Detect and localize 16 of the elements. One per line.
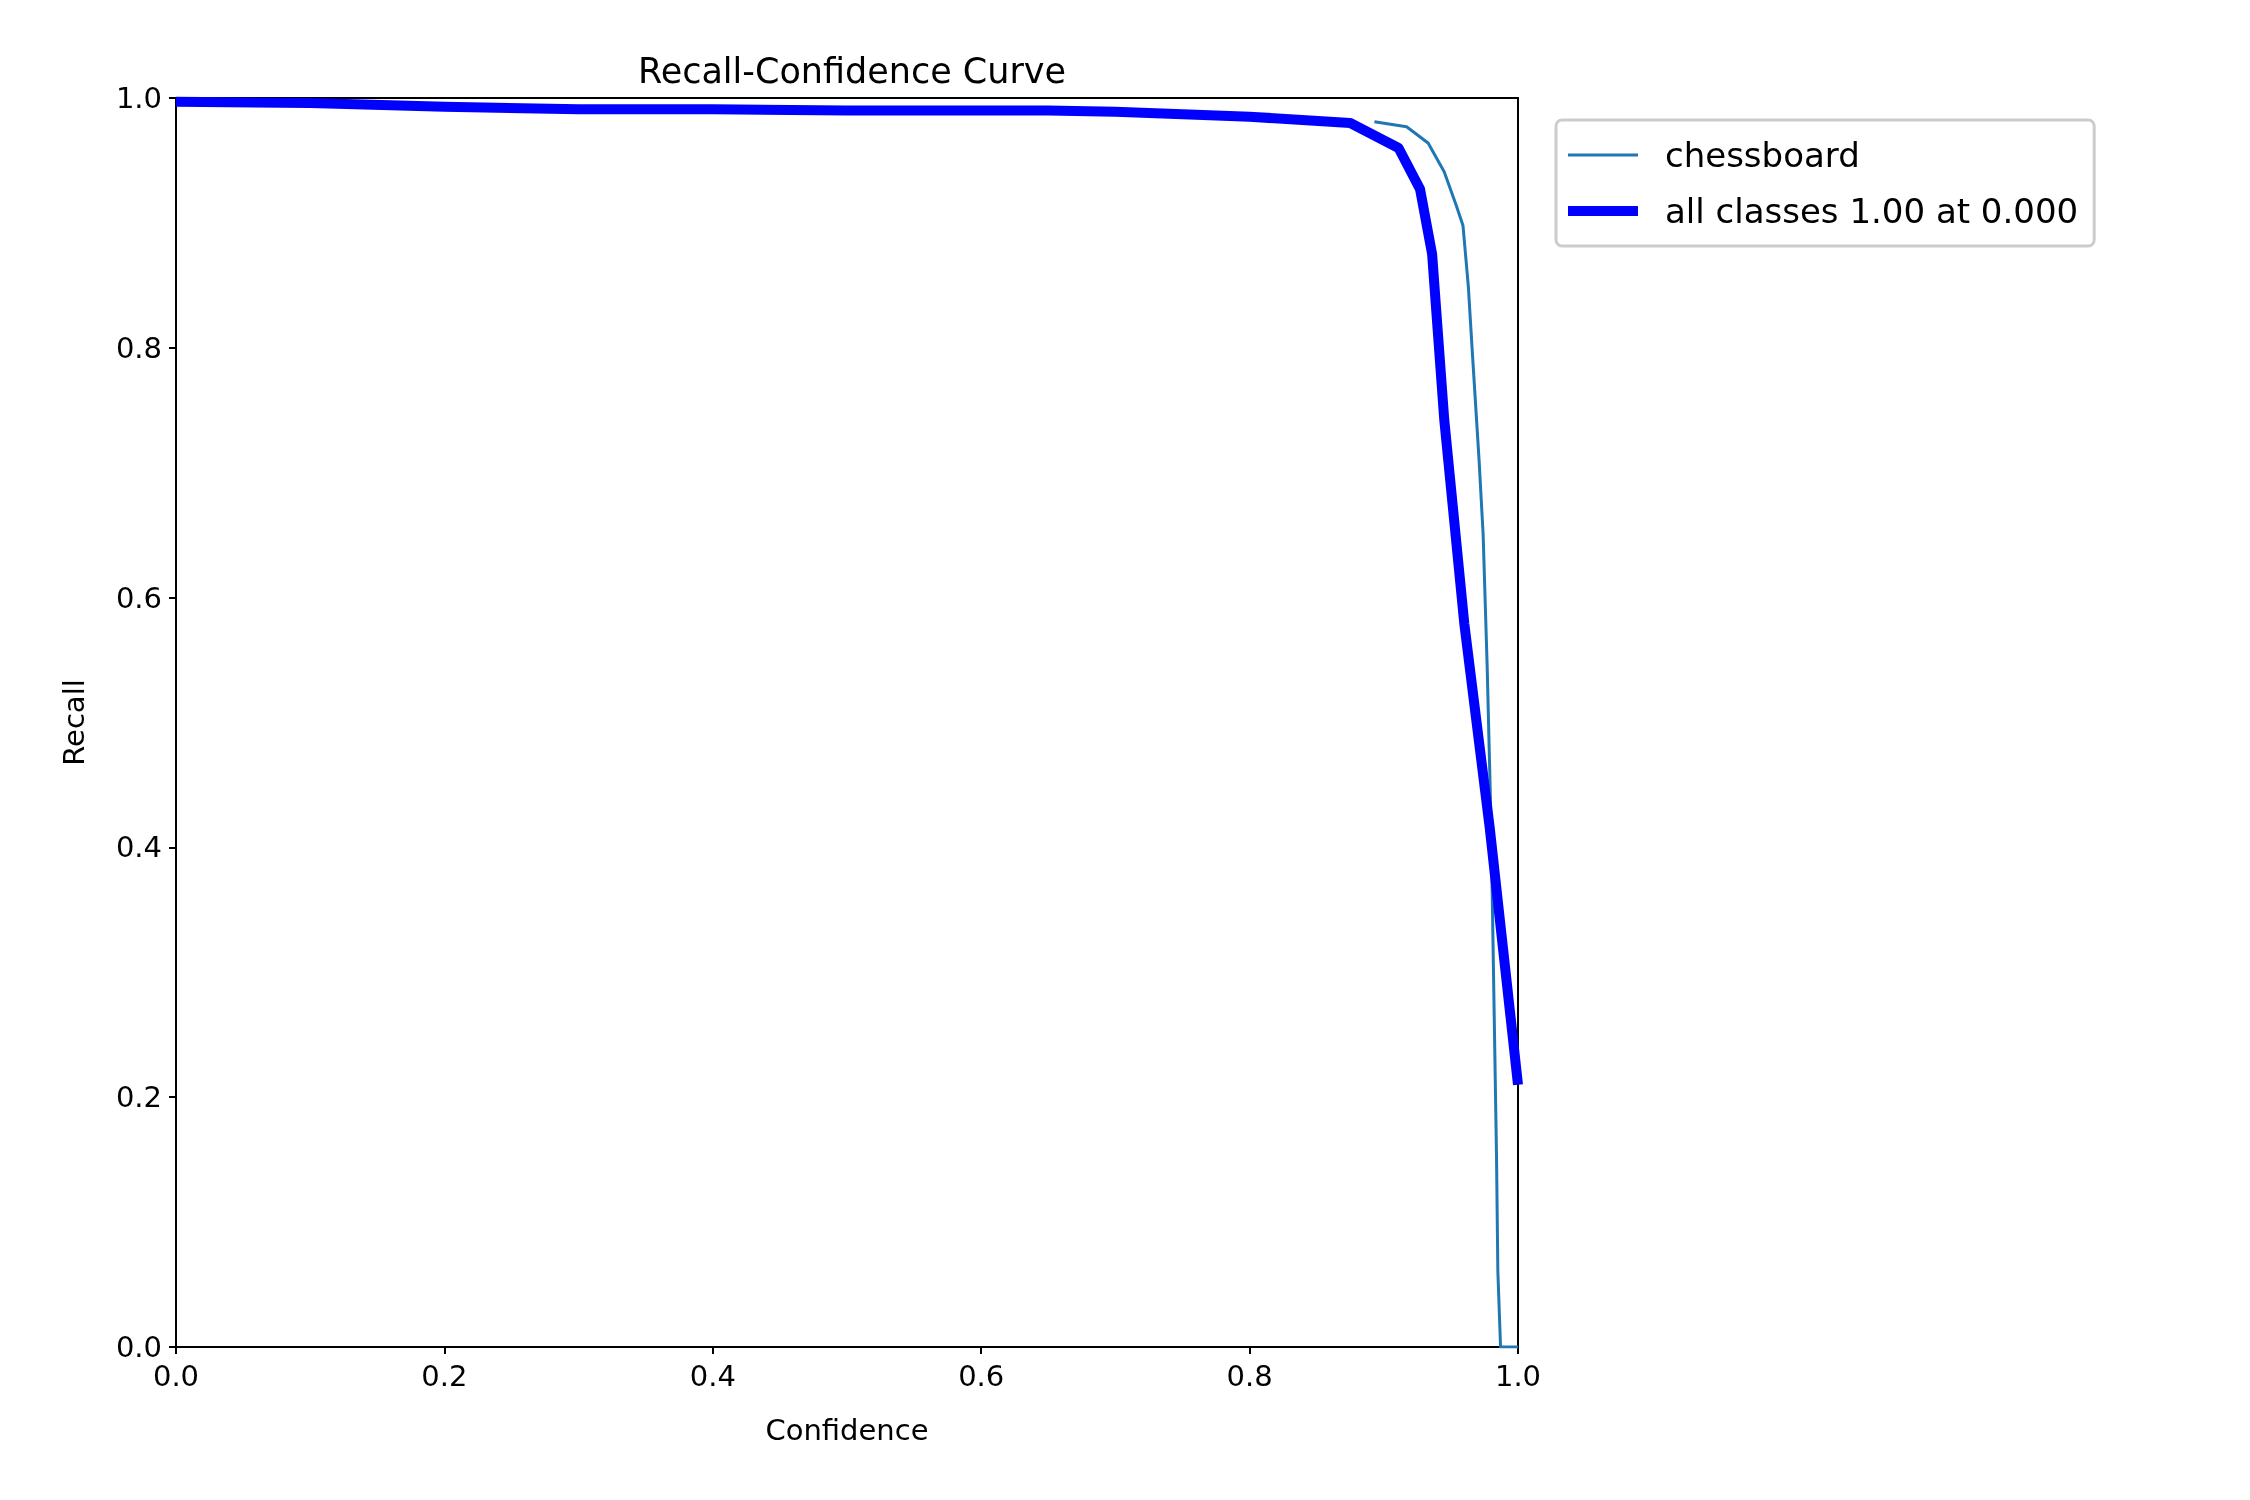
x-tick-label: 0.2 — [421, 1358, 468, 1393]
y-tick-label: 0.6 — [115, 580, 162, 615]
x-tick-label: 0.4 — [689, 1358, 736, 1393]
legend-label: all classes 1.00 at 0.000 — [1665, 191, 2079, 231]
legend-label: chessboard — [1665, 135, 1860, 175]
x-axis-title: Confidence — [765, 1412, 929, 1447]
y-tick-label: 0.8 — [115, 330, 162, 365]
line-series — [1372, 120, 1520, 1349]
y-tick-label: 0.4 — [115, 830, 162, 865]
y-axis-title: Recall — [56, 679, 91, 766]
x-tick-label: 0.8 — [1226, 1358, 1273, 1393]
y-tick-label: 1.0 — [115, 81, 162, 115]
chart-title: Recall-Confidence Curve — [637, 50, 1067, 91]
y-tick-label: 0.2 — [115, 1080, 162, 1115]
x-tick-label: 0.6 — [958, 1358, 1005, 1393]
x-tick-label: 1.0 — [1494, 1358, 1542, 1393]
